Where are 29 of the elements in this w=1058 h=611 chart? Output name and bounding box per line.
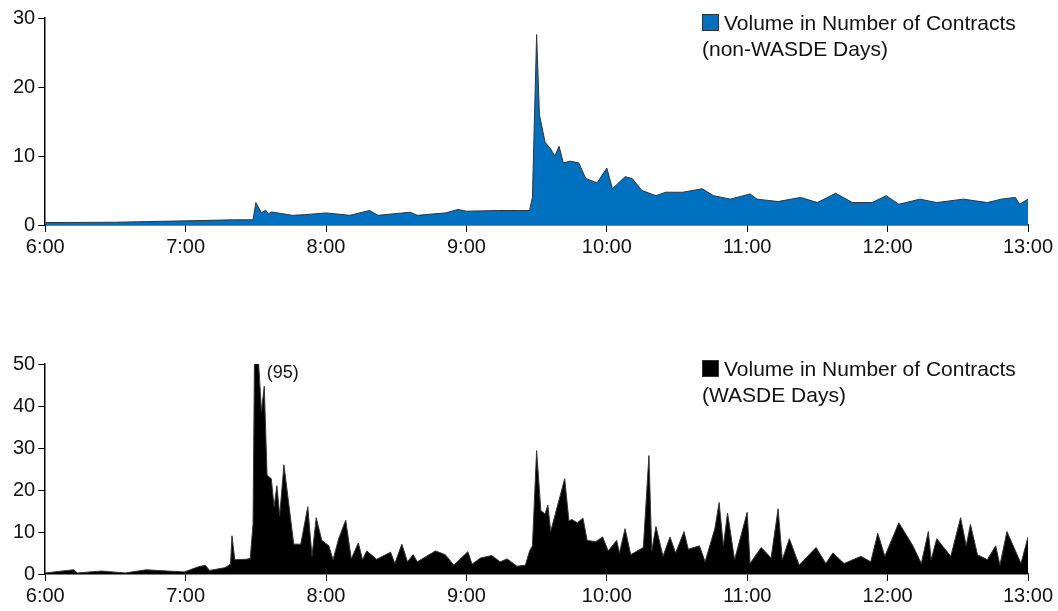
y-tick-label: 20 <box>13 74 36 97</box>
x-tick-label: 6:00 <box>25 583 65 606</box>
x-tick-label: 7:00 <box>166 583 206 606</box>
y-tick-label: 10 <box>13 519 36 542</box>
x-tick-label: 11:00 <box>722 583 772 606</box>
y-tick-label: 0 <box>24 561 36 584</box>
x-tick-label: 9:00 <box>446 583 486 606</box>
x-tick-label: 13:00 <box>1002 583 1054 606</box>
x-tick-label: 12:00 <box>862 234 913 257</box>
x-tick-label: 9:00 <box>446 234 486 257</box>
x-tick-label: 8:00 <box>306 234 346 257</box>
x-tick-label: 13:00 <box>1002 234 1054 257</box>
y-tick-label: 50 <box>13 351 36 374</box>
y-tick-label: 0 <box>24 212 36 235</box>
x-tick-label: 8:00 <box>306 583 346 606</box>
y-tick-label: 10 <box>13 143 36 166</box>
legend-label: Volume in Number of Contracts (WASDE Days) <box>702 357 1016 406</box>
y-tick-label: 30 <box>13 5 36 28</box>
y-tick-label: 20 <box>13 477 36 500</box>
x-tick-label: 11:00 <box>722 234 772 257</box>
x-tick-label: 12:00 <box>862 583 913 606</box>
annotation: (95) <box>266 361 299 382</box>
y-tick-label: 40 <box>13 393 36 416</box>
x-tick-label: 6:00 <box>25 234 65 257</box>
x-tick-label: 7:00 <box>166 234 206 257</box>
x-tick-label: 10:00 <box>581 583 632 606</box>
x-tick-label: 10:00 <box>581 234 632 257</box>
legend-label: Volume in Number of Contracts (non-WASDE Days) <box>702 11 1016 60</box>
y-tick-label: 30 <box>13 435 36 458</box>
